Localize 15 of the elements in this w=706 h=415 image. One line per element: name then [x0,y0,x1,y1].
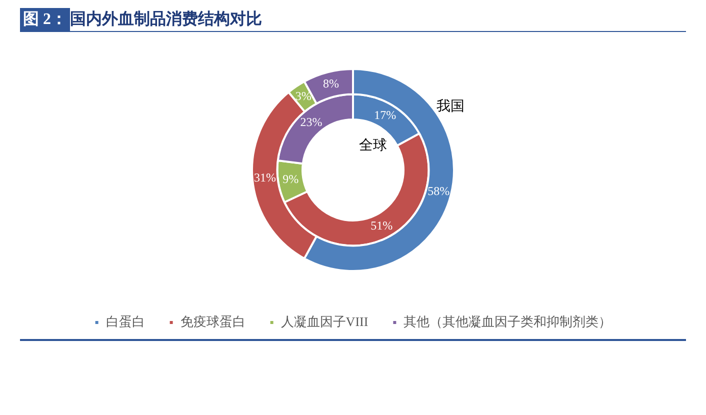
data-label: 31% [254,170,276,184]
legend-label: 免疫球蛋白 [180,314,246,329]
slice-label: 我国 [436,98,464,114]
chart-title: 图 2：国内外血制品消费结构对比 [22,10,262,30]
data-label: 58% [428,184,450,198]
slice-label: 全球 [359,138,388,154]
legend-label: 白蛋白 [106,314,145,329]
data-label: 51% [370,218,393,232]
data-label: 8% [323,76,340,91]
data-label: 23% [300,114,322,129]
data-label: 9% [282,172,299,186]
legend-label: 人凝血因子VIII [280,314,368,329]
data-label: 17% [374,108,396,122]
data-label: 3% [295,89,312,104]
legend-label: 其他（其他凝血因子类和抑制剂类） [404,314,612,329]
